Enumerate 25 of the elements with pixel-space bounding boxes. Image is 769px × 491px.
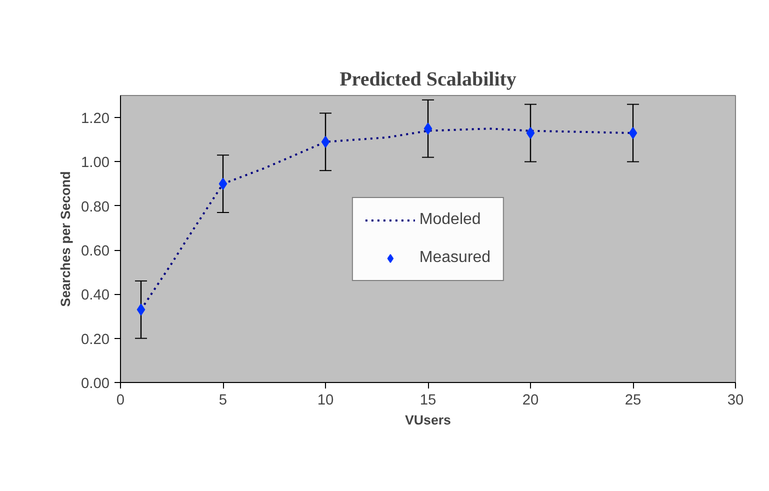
point	[321, 136, 330, 148]
chart-title: Predicted Scalability	[340, 68, 516, 90]
y-tick-label: 1.20	[80, 111, 110, 128]
x-tick-label: 5	[218, 392, 228, 408]
point	[136, 304, 146, 316]
y-axis-title: Searches per Second	[58, 171, 73, 307]
y-tick-label: 1.00	[80, 155, 110, 172]
y-tick-label: 0.20	[80, 332, 110, 348]
point	[526, 127, 535, 140]
legend-label: Modeled	[419, 210, 481, 228]
x-tick-label: 10	[317, 392, 334, 408]
y-tick-label: 0.40	[80, 288, 110, 304]
point	[628, 127, 638, 140]
point	[218, 178, 228, 190]
x-tick-label: 25	[624, 392, 642, 408]
x-tick-label: 15	[420, 392, 436, 408]
legend-label: Measured	[419, 248, 491, 266]
x-axis-title: VUsers	[405, 412, 451, 428]
y-tick-label: 0.60	[80, 244, 110, 260]
y-tick-label: 0.80	[80, 199, 110, 216]
x-tick-label: 30	[727, 392, 744, 408]
y-tick-label: 0.00	[80, 376, 110, 392]
point	[424, 122, 432, 135]
x-tick-label: 0	[116, 392, 125, 408]
x-tick-label: 20	[522, 392, 539, 408]
